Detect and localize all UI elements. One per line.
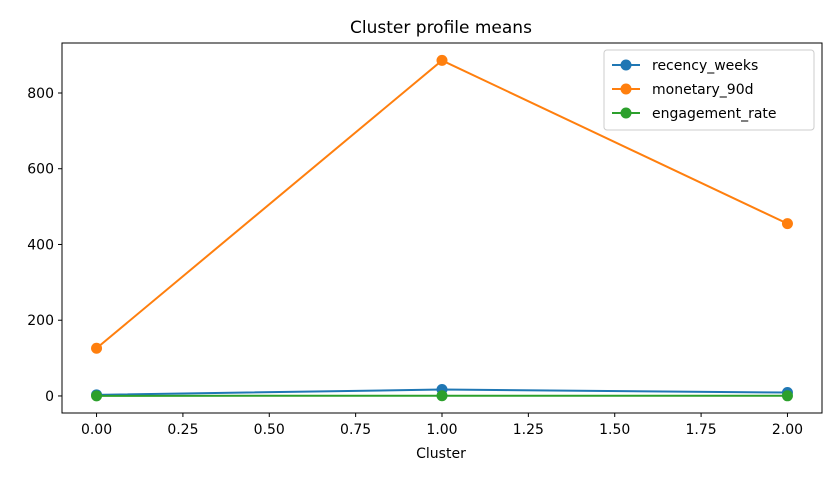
y-tick-label: 0	[45, 389, 54, 405]
data-point	[781, 390, 793, 402]
x-axis: 0.00 0.25 0.50 0.75 1.00 1.25 1.50 1.75 2.00	[81, 413, 803, 438]
legend-marker	[620, 107, 632, 119]
x-tick-label: 0.00	[81, 422, 112, 438]
legend-item: monetary_90d	[612, 82, 754, 98]
data-point	[91, 342, 103, 354]
x-tick-label: 0.50	[254, 422, 285, 438]
y-tick-label: 600	[27, 162, 54, 178]
x-tick-label: 0.25	[167, 422, 198, 438]
legend-label: recency_weeks	[652, 58, 758, 74]
y-axis: 0 200 400 600 800	[27, 86, 62, 405]
data-point	[436, 54, 448, 66]
x-tick-label: 0.75	[340, 422, 371, 438]
y-tick-label: 200	[27, 313, 54, 329]
legend-marker	[620, 59, 632, 71]
x-tick-label: 1.25	[513, 422, 544, 438]
legend-marker	[620, 83, 632, 95]
y-tick-label: 800	[27, 86, 54, 102]
x-tick-label: 1.50	[599, 422, 630, 438]
series-layer	[91, 54, 793, 402]
legend-label: monetary_90d	[652, 82, 754, 98]
x-axis-label: Cluster	[416, 446, 466, 462]
legend-label: engagement_rate	[652, 106, 777, 122]
x-tick-label: 2.00	[772, 422, 803, 438]
chart-title: Cluster profile means	[350, 18, 532, 38]
series-monetary_90d	[91, 54, 793, 354]
x-tick-label: 1.75	[686, 422, 717, 438]
y-tick-label: 400	[27, 237, 54, 253]
legend: recency_weeks monetary_90d engagement_rate	[603, 49, 815, 131]
legend-item: engagement_rate	[612, 106, 777, 122]
data-point	[781, 218, 793, 230]
data-point	[91, 390, 103, 402]
data-point	[436, 390, 448, 402]
legend-frame	[603, 49, 815, 131]
series-engagement_rate	[91, 390, 793, 402]
x-tick-label: 1.00	[426, 422, 457, 438]
legend-item: recency_weeks	[612, 58, 758, 74]
